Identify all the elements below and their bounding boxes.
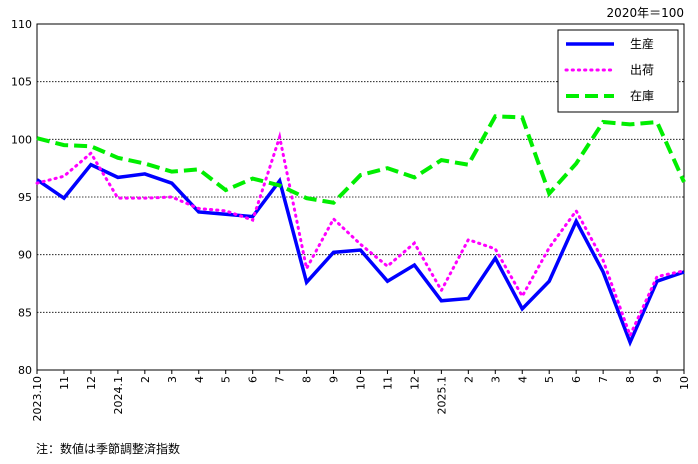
y-tick-label: 100	[11, 133, 32, 146]
x-tick-label: 5	[543, 376, 556, 383]
x-tick-label: 7	[597, 376, 610, 383]
x-tick-label: 7	[274, 376, 287, 383]
x-tick-label: 2024.1	[112, 376, 125, 415]
x-tick-label: 11	[58, 376, 71, 390]
x-tick-label: 4	[193, 376, 206, 383]
x-tick-label: 9	[328, 376, 341, 383]
y-tick-label: 80	[18, 364, 32, 377]
unit-label: 2020年＝100	[606, 6, 684, 20]
y-tick-label: 95	[18, 191, 32, 204]
series-line-2	[35, 131, 686, 340]
x-tick-label: 3	[489, 376, 502, 383]
x-tick-label: 2	[139, 376, 152, 383]
x-tick-label: 2023.10	[31, 376, 44, 422]
legend-label-2: 出荷	[630, 63, 654, 77]
x-tick-label: 3	[166, 376, 179, 383]
x-tick-label: 8	[624, 376, 637, 383]
x-tick-label: 8	[301, 376, 314, 383]
x-tick-label: 6	[247, 376, 260, 383]
y-tick-label: 85	[18, 306, 32, 319]
footnote: 注：数値は季節調整済指数	[36, 442, 181, 456]
x-tick-label: 2	[462, 376, 475, 383]
legend-label-1: 生産	[630, 36, 654, 51]
x-tick-label: 4	[516, 376, 529, 383]
series-lines	[35, 114, 686, 347]
x-tick-label: 2025.1	[435, 376, 448, 415]
series-line-3	[36, 114, 686, 205]
x-tick-label: 6	[570, 376, 583, 383]
y-tick-label: 90	[18, 249, 32, 262]
y-tick-label: 110	[11, 18, 32, 31]
x-tick-label: 10	[355, 376, 368, 390]
x-tick-label: 5	[220, 376, 233, 383]
legend-label-3: 在庫	[630, 89, 654, 103]
y-tick-label: 105	[11, 76, 32, 89]
series-line-1	[36, 162, 685, 347]
x-tick-label: 12	[85, 376, 98, 390]
x-tick-label: 9	[651, 376, 664, 383]
x-tick-label: 10	[678, 376, 691, 390]
x-tick-label: 11	[381, 376, 394, 390]
x-tick-label: 12	[408, 376, 421, 390]
